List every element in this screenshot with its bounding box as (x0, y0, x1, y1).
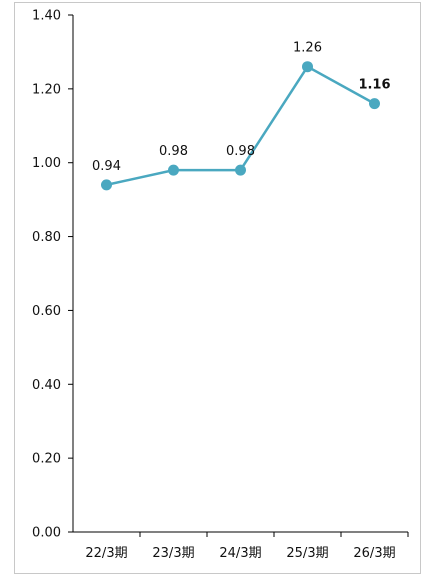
data-labels: 0.94 0.98 0.98 1.26 1.16 (92, 41, 391, 174)
data-point (235, 164, 246, 176)
series-markers (101, 61, 380, 191)
data-point (168, 164, 179, 176)
x-tick-label: 26/3期 (353, 546, 395, 561)
data-label: 0.98 (226, 144, 255, 159)
y-tick-label: 1.40 (32, 9, 61, 24)
data-label: 0.94 (92, 159, 121, 174)
data-label: 1.26 (293, 41, 322, 56)
data-point (101, 179, 112, 191)
data-point (369, 98, 380, 110)
x-tick-label: 25/3期 (286, 546, 328, 561)
y-tick-label: 1.20 (32, 82, 61, 97)
data-label: 1.16 (358, 78, 390, 93)
y-tick-label: 0.60 (32, 304, 61, 319)
x-tick-label: 22/3期 (85, 546, 127, 561)
chart-frame (14, 2, 421, 574)
x-tick-label: 23/3期 (152, 546, 194, 561)
x-tick-label: 24/3期 (219, 546, 261, 561)
y-tick-label: 0.40 (32, 378, 61, 393)
data-label: 0.98 (159, 144, 188, 159)
y-tick-label: 0.20 (32, 452, 61, 467)
data-point (302, 61, 313, 73)
y-tick-label: 0.80 (32, 230, 61, 245)
y-tick-label: 0.00 (32, 526, 61, 541)
x-axis-ticks: 22/3期 23/3期 24/3期 25/3期 26/3期 (85, 532, 409, 561)
y-tick-label: 1.00 (32, 156, 61, 171)
y-axis-ticks: 0.00 0.20 0.40 0.60 0.80 1.00 1.20 1.40 (32, 9, 73, 541)
